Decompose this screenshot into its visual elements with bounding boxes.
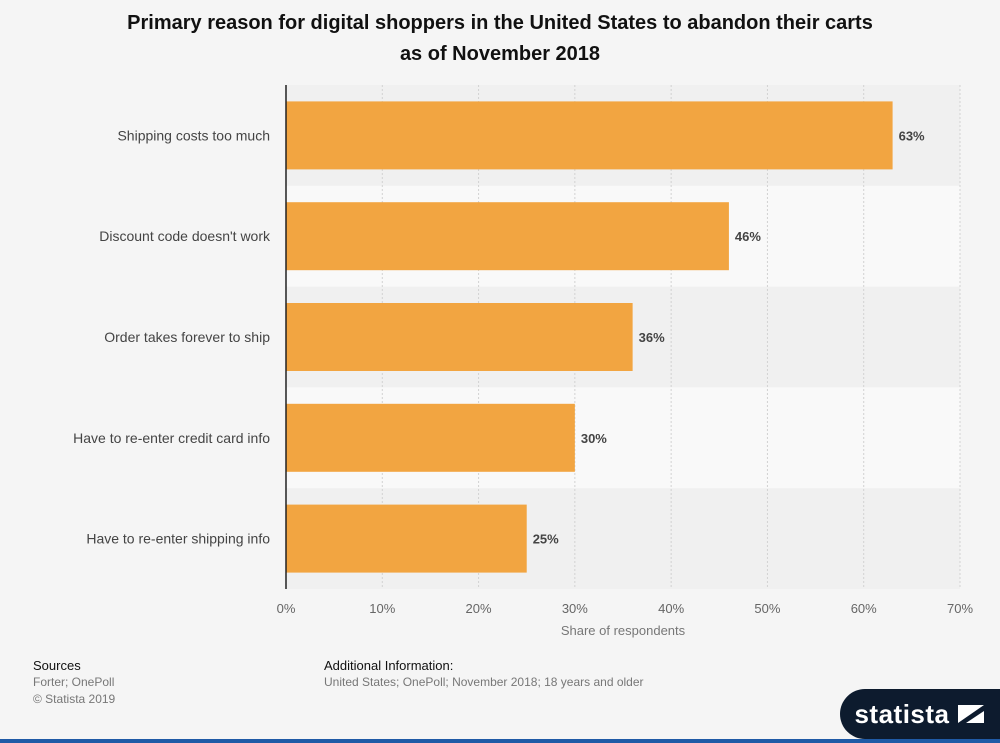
sources-text: Forter; OnePoll: [33, 675, 115, 689]
category-label: Have to re-enter shipping info: [86, 531, 270, 547]
value-labels: 63% 46% 36% 30% 25%: [533, 128, 925, 546]
x-tick-label: 20%: [466, 601, 492, 616]
copyright-text: © Statista 2019: [33, 692, 116, 706]
bar: [286, 101, 893, 170]
value-label: 30%: [581, 431, 607, 446]
x-tick-label: 40%: [658, 601, 684, 616]
bar: [286, 504, 527, 573]
bottom-accent-line: [0, 739, 1000, 743]
statista-logo[interactable]: statista: [840, 689, 1000, 739]
x-tick-label: 0%: [277, 601, 296, 616]
bar: [286, 403, 575, 472]
sources-heading: Sources: [33, 658, 81, 673]
bar: [286, 303, 633, 371]
chart-title-line2: as of November 2018: [399, 43, 601, 65]
category-label: Discount code doesn't work: [99, 228, 271, 244]
additional-info-heading: Additional Information:: [324, 658, 454, 673]
bar-chart: Shipping costs too much Discount code doe…: [73, 85, 974, 638]
x-tick-label: 60%: [851, 601, 877, 616]
value-label: 25%: [533, 532, 559, 547]
category-labels: Shipping costs too much Discount code doe…: [73, 127, 271, 546]
category-label: Shipping costs too much: [117, 127, 270, 143]
additional-info-text: United States; OnePoll; November 2018; 1…: [324, 675, 644, 689]
bars: [286, 101, 893, 573]
value-label: 46%: [735, 229, 761, 244]
bar: [286, 202, 729, 271]
chart-title-line1: Primary reason for digital shoppers in t…: [127, 12, 873, 34]
category-label: Have to re-enter credit card info: [73, 430, 270, 446]
logo-text: statista: [854, 698, 950, 729]
x-tick-label: 10%: [369, 601, 395, 616]
sources-block: Sources Forter; OnePoll © Statista 2019: [33, 657, 115, 708]
statista-flag-icon: [957, 705, 984, 723]
value-label: 63%: [899, 128, 925, 143]
x-tick-label: 70%: [947, 601, 973, 616]
value-label: 36%: [639, 330, 665, 345]
chart-title: Primary reason for digital shoppers in t…: [0, 8, 1000, 70]
x-tick-labels: 0% 10% 20% 30% 40% 50% 60% 70%: [277, 601, 974, 616]
category-label: Order takes forever to ship: [104, 329, 270, 345]
x-tick-label: 50%: [754, 601, 780, 616]
x-tick-label: 30%: [562, 601, 588, 616]
additional-info-block: Additional Information: United States; O…: [324, 657, 644, 691]
x-axis-label: Share of respondents: [561, 623, 686, 638]
